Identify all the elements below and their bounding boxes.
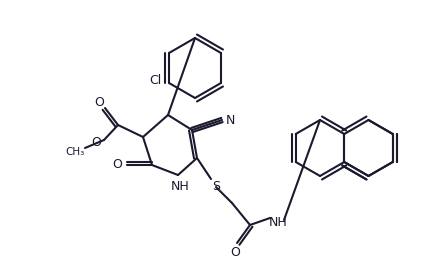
Text: N: N (225, 114, 235, 127)
Text: O: O (230, 246, 240, 259)
Text: Cl: Cl (149, 73, 161, 86)
Text: S: S (212, 180, 220, 193)
Text: CH₃: CH₃ (65, 147, 85, 157)
Text: NH: NH (269, 215, 287, 228)
Text: NH: NH (170, 180, 189, 193)
Text: O: O (94, 96, 104, 109)
Text: O: O (112, 159, 122, 172)
Text: O: O (91, 136, 101, 149)
